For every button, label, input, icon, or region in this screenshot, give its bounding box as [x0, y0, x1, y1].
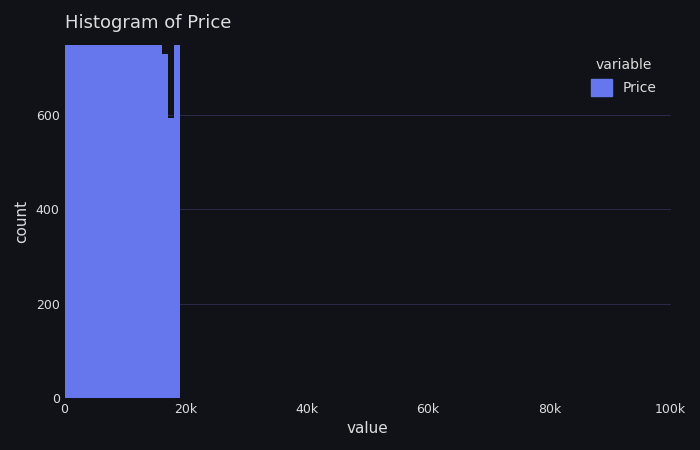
Bar: [144, 0, 149, 398]
Bar: [174, 0, 180, 398]
Bar: [162, 54, 167, 398]
Bar: [71, 0, 77, 398]
Bar: [131, 0, 137, 398]
Bar: [107, 0, 113, 398]
Bar: [95, 0, 101, 398]
Bar: [101, 0, 107, 398]
Y-axis label: count: count: [14, 199, 29, 243]
Bar: [125, 0, 131, 398]
Bar: [77, 0, 83, 398]
Bar: [167, 117, 174, 398]
Bar: [149, 0, 155, 398]
Bar: [113, 0, 119, 398]
Legend: Price: Price: [584, 51, 664, 104]
Bar: [83, 0, 89, 398]
X-axis label: value: value: [346, 421, 389, 436]
Bar: [155, 0, 162, 398]
Bar: [119, 0, 125, 398]
Bar: [137, 0, 144, 398]
Bar: [64, 0, 71, 398]
Bar: [89, 0, 95, 398]
Text: Histogram of Price: Histogram of Price: [64, 14, 231, 32]
